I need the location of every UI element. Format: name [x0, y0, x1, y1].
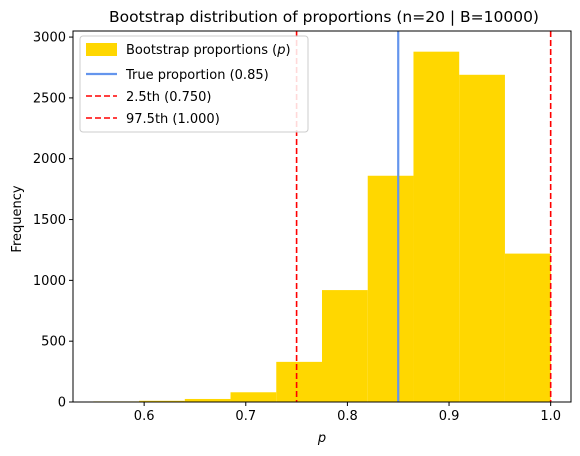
x-axis-ticks: 0.6 0.7 0.8 0.9 1.0 [134, 402, 561, 424]
legend-box [79, 35, 309, 133]
legend-label-true-proportion: True proportion (0.85) [125, 68, 269, 83]
legend-swatch-bootstrap [86, 43, 117, 56]
plot-frame [72, 30, 572, 403]
y-tick-label: 0 [58, 396, 66, 411]
y-tick-label: 1000 [33, 274, 66, 289]
x-tick-label: 1.0 [540, 409, 561, 424]
x-tick-label: 0.9 [439, 409, 460, 424]
histogram-bar-5 [276, 361, 322, 402]
legend-label-upper-percentile: 97.5th (1.000) [126, 112, 220, 127]
histogram-bars [93, 51, 551, 403]
x-tick-label: 0.7 [235, 409, 256, 424]
chart-title: Bootstrap distribution of proportions (n… [109, 8, 539, 26]
histogram-bar-6 [322, 290, 368, 402]
histogram-bar-4 [230, 392, 277, 402]
reference-lines [295, 31, 552, 402]
y-tick-label: 500 [41, 335, 66, 350]
y-axis-ticks: 0 500 1000 1500 2000 2500 3000 [33, 31, 73, 411]
y-tick-label: 3000 [33, 31, 66, 46]
histogram-bar-10 [504, 253, 551, 402]
y-axis-label: Frequency [10, 185, 25, 252]
legend: Bootstrap proportions (p) True proportio… [79, 35, 309, 133]
histogram-bar-3 [184, 398, 231, 402]
histogram-bar-9 [459, 74, 505, 402]
y-tick-label: 2000 [33, 152, 66, 167]
histogram-bar-8 [413, 51, 460, 403]
x-axis-label: p [317, 431, 326, 446]
histogram-bar-2 [139, 400, 185, 402]
histogram-bar-7 [367, 175, 414, 402]
legend-label-bootstrap: Bootstrap proportions (p) [126, 43, 291, 58]
y-tick-label: 1500 [33, 213, 66, 228]
x-tick-label: 0.6 [134, 409, 155, 424]
x-tick-label: 0.8 [337, 409, 358, 424]
legend-label-lower-percentile: 2.5th (0.750) [126, 90, 212, 105]
y-tick-label: 2500 [33, 91, 66, 106]
